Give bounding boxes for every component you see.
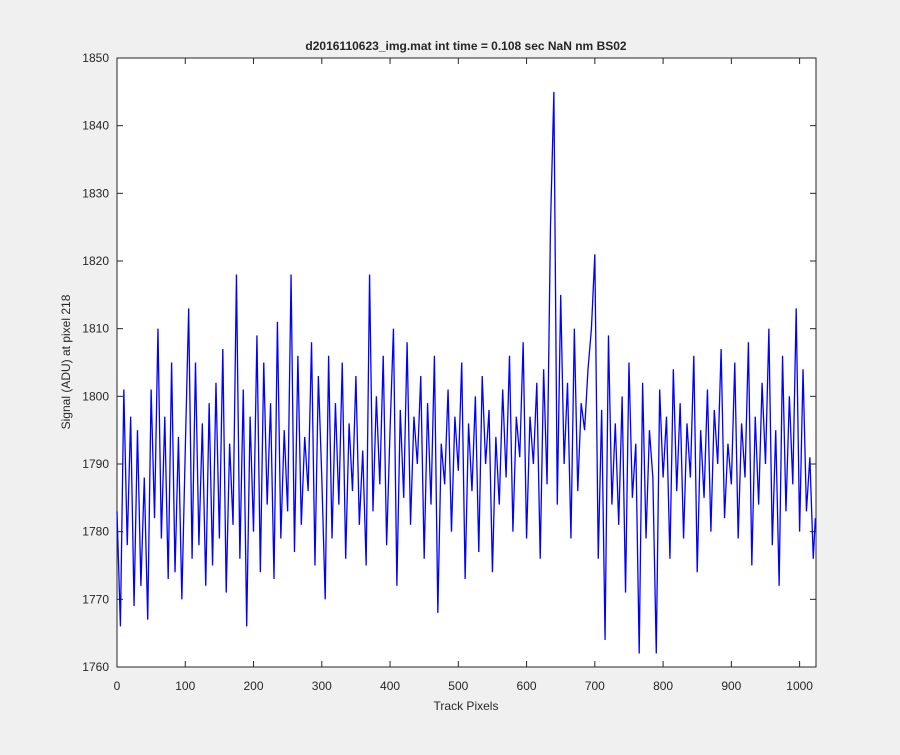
x-tick-label: 500 xyxy=(448,679,468,693)
x-tick-label: 0 xyxy=(114,679,121,693)
y-tick-label: 1840 xyxy=(82,119,109,133)
x-tick-label: 700 xyxy=(585,679,605,693)
y-tick-label: 1830 xyxy=(82,186,109,200)
x-tick-label: 400 xyxy=(380,679,400,693)
x-tick-label: 600 xyxy=(517,679,537,693)
y-axis-label: Signal (ADU) at pixel 218 xyxy=(59,294,73,429)
y-tick-label: 1790 xyxy=(82,457,109,471)
x-tick-label: 100 xyxy=(175,679,195,693)
x-tick-label: 1000 xyxy=(786,679,813,693)
x-axis-label: Track Pixels xyxy=(434,699,499,713)
y-tick-label: 1810 xyxy=(82,322,109,336)
x-tick-label: 300 xyxy=(312,679,332,693)
x-tick-label: 200 xyxy=(244,679,264,693)
y-tick-label: 1820 xyxy=(82,254,109,268)
chart-title: d2016110623_img.mat int time = 0.108 sec… xyxy=(305,39,627,53)
x-tick-label: 900 xyxy=(721,679,741,693)
y-tick-label: 1770 xyxy=(82,592,109,606)
y-tick-label: 1760 xyxy=(82,660,109,674)
plot-area xyxy=(116,57,817,668)
data-line xyxy=(116,91,816,654)
y-tick-label: 1850 xyxy=(82,51,109,65)
y-tick-label: 1780 xyxy=(82,525,109,539)
x-tick-label: 800 xyxy=(653,679,673,693)
y-tick-label: 1800 xyxy=(82,389,109,403)
